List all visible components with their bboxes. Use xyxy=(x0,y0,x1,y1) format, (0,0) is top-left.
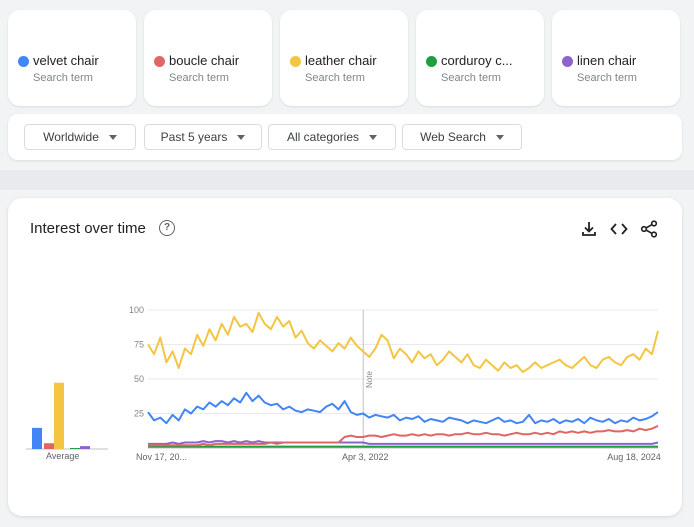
category-dropdown-label: All categories xyxy=(286,130,360,144)
download-icon[interactable] xyxy=(580,220,598,238)
x-tick-label: Aug 18, 2024 xyxy=(607,452,661,462)
average-bar-0 xyxy=(32,427,42,449)
series-line-velvet-chair xyxy=(147,391,659,425)
panel-title: Interest over time xyxy=(30,220,146,237)
series-color-dot xyxy=(154,56,165,67)
term-label: velvet chair xyxy=(33,53,99,68)
time-range-dropdown-label: Past 5 years xyxy=(160,130,228,144)
average-bar-1 xyxy=(44,443,54,449)
term-sublabel: Search term xyxy=(169,72,229,84)
average-bar-2 xyxy=(54,382,64,449)
series-color-dot xyxy=(18,56,29,67)
region-dropdown[interactable]: Worldwide xyxy=(24,124,136,150)
x-tick-label: Apr 3, 2022 xyxy=(342,452,389,462)
category-dropdown[interactable]: All categories xyxy=(268,124,396,150)
term-label: linen chair xyxy=(577,53,637,68)
search-terms-bar: velvet chair Search term boucle chair Se… xyxy=(0,0,694,112)
filter-bar: Worldwide Past 5 years All categories We… xyxy=(8,114,682,160)
y-tick-label: 100 xyxy=(129,305,144,315)
average-bar-4 xyxy=(80,446,90,449)
interest-over-time-panel: Interest over time ? xyxy=(8,198,682,516)
y-tick-label: 50 xyxy=(134,374,144,384)
section-separator xyxy=(0,170,694,190)
term-card-leather-chair[interactable]: leather chair Search term xyxy=(280,10,408,106)
code-icon[interactable] xyxy=(610,220,628,238)
term-label: leather chair xyxy=(305,53,377,68)
series-color-dot xyxy=(426,56,437,67)
share-icon[interactable] xyxy=(640,220,658,238)
term-sublabel: Search term xyxy=(577,72,637,84)
search-type-dropdown-label: Web Search xyxy=(420,130,486,144)
term-label: boucle chair xyxy=(169,53,240,68)
term-card-linen-chair[interactable]: linen chair Search term xyxy=(552,10,680,106)
average-bar-3 xyxy=(70,448,80,449)
term-card-boucle-chair[interactable]: boucle chair Search term xyxy=(144,10,272,106)
chevron-down-icon xyxy=(108,134,117,140)
series-color-dot xyxy=(290,56,301,67)
x-tick-label: Nov 17, 20... xyxy=(136,452,187,462)
help-circle-icon[interactable]: ? xyxy=(159,220,175,236)
term-sublabel: Search term xyxy=(441,72,501,84)
term-sublabel: Search term xyxy=(305,72,365,84)
series-line-linen-chair xyxy=(148,440,659,445)
term-card-corduroy-chair[interactable]: corduroy c... Search term xyxy=(416,10,544,106)
note-label: Note xyxy=(365,371,374,388)
average-bar-chart xyxy=(26,382,108,450)
time-range-dropdown[interactable]: Past 5 years xyxy=(144,124,262,150)
region-dropdown-label: Worldwide xyxy=(43,130,99,144)
search-type-dropdown[interactable]: Web Search xyxy=(402,124,522,150)
y-tick-label: 25 xyxy=(134,409,144,419)
chevron-down-icon xyxy=(237,134,246,140)
term-card-velvet-chair[interactable]: velvet chair Search term xyxy=(8,10,136,106)
chevron-down-icon xyxy=(369,134,378,140)
y-tick-label: 75 xyxy=(134,340,144,350)
term-label: corduroy c... xyxy=(441,53,513,68)
series-line-leather-chair xyxy=(147,311,659,374)
term-sublabel: Search term xyxy=(33,72,93,84)
series-color-dot xyxy=(562,56,573,67)
interest-over-time-chart[interactable]: 25 50 75 100 Note Nov 17, 20... Apr 3, 2022 Aug… xyxy=(112,298,672,470)
series-line-boucle-chair xyxy=(148,424,659,447)
average-caption: Average xyxy=(46,451,80,461)
chevron-down-icon xyxy=(495,134,504,140)
